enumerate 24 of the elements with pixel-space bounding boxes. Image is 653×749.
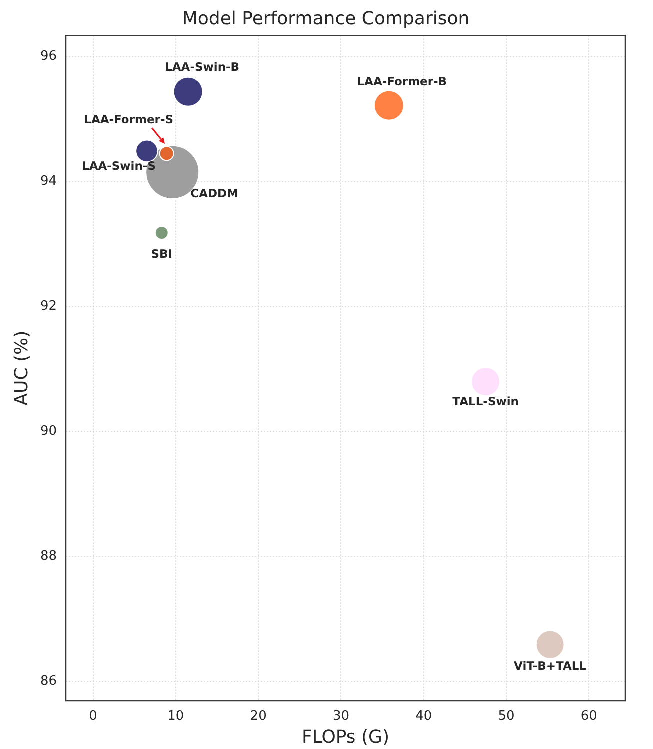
x-tick-label: 30 xyxy=(332,709,350,724)
x-tick-label: 0 xyxy=(89,709,98,724)
series-label: ViT-B+TALL xyxy=(514,658,588,673)
x-tick-label: 20 xyxy=(250,709,267,724)
series-label: CADDM xyxy=(190,186,239,200)
y-tick-label: 96 xyxy=(40,49,57,64)
series-label: TALL-Swin xyxy=(452,394,519,409)
x-tick-label: 60 xyxy=(580,709,598,724)
x-tick-label: 50 xyxy=(498,709,515,724)
chart-title: Model Performance Comparison xyxy=(182,8,470,30)
series-label: LAA-Former-B xyxy=(357,74,448,89)
series-label: LAA-Former-S xyxy=(84,112,174,127)
series-label: SBI xyxy=(151,247,173,262)
y-tick-label: 92 xyxy=(40,299,57,314)
x-tick-label: 40 xyxy=(416,709,432,724)
y-tick-label: 90 xyxy=(40,424,57,440)
y-tick-label: 88 xyxy=(40,549,57,564)
y-axis-title: AUC (%) xyxy=(11,330,32,406)
series-label: LAA-Swin-B xyxy=(165,60,240,74)
y-tick-label: 86 xyxy=(40,674,57,690)
y-tick-label: 94 xyxy=(40,174,57,190)
x-axis-title: FLOPs (G) xyxy=(302,726,390,748)
x-tick-label: 10 xyxy=(168,709,184,724)
series-label: LAA-Swin-S xyxy=(82,159,156,174)
